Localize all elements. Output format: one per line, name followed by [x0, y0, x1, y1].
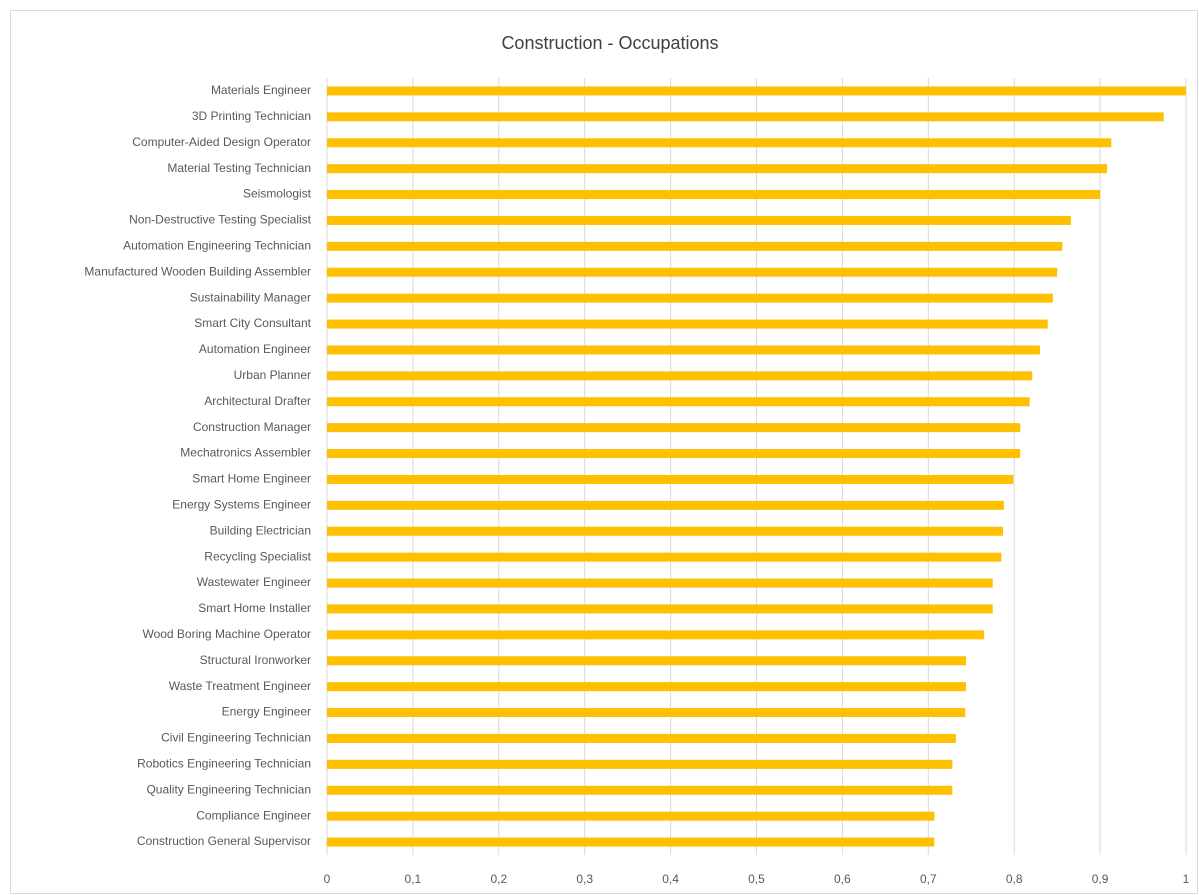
- bar: [327, 190, 1101, 200]
- x-tick-label: 0,8: [1006, 872, 1023, 886]
- y-tick-label: Energy Systems Engineer: [172, 498, 311, 512]
- y-tick-label: Automation Engineer: [199, 342, 311, 356]
- bar: [327, 552, 1002, 562]
- y-tick-label: Energy Engineer: [222, 705, 311, 719]
- x-tick-label: 0,4: [662, 872, 679, 886]
- bar: [327, 319, 1048, 329]
- y-tick-label: Smart Home Engineer: [192, 472, 311, 486]
- bar: [327, 164, 1107, 174]
- y-tick-label: Smart City Consultant: [194, 316, 311, 330]
- y-tick-label: Wood Boring Machine Operator: [142, 627, 311, 641]
- bar: [327, 267, 1058, 277]
- x-tick-label: 0,7: [920, 872, 937, 886]
- y-tick-label: Materials Engineer: [211, 83, 311, 97]
- chart-title: Construction - Occupations: [501, 33, 718, 53]
- bar: [327, 682, 967, 692]
- bar: [327, 241, 1063, 251]
- y-tick-label: Computer-Aided Design Operator: [132, 135, 311, 149]
- bar: [327, 708, 966, 718]
- y-tick-label: Sustainability Manager: [190, 290, 311, 304]
- y-tick-label: Wastewater Engineer: [197, 575, 311, 589]
- x-tick-label: 0,9: [1092, 872, 1109, 886]
- bar: [327, 811, 935, 821]
- bar: [327, 785, 953, 795]
- bar: [327, 733, 956, 743]
- bar: [327, 449, 1021, 459]
- bar: [327, 423, 1021, 433]
- y-tick-label: Automation Engineering Technician: [123, 239, 311, 253]
- bar: [327, 112, 1164, 122]
- y-tick-label: Robotics Engineering Technician: [137, 757, 311, 771]
- y-tick-label: Mechatronics Assembler: [180, 446, 311, 460]
- y-tick-label: Construction Manager: [193, 420, 311, 434]
- x-tick-label: 0,1: [405, 872, 422, 886]
- bar: [327, 397, 1030, 407]
- x-tick-label: 0,3: [576, 872, 593, 886]
- y-tick-label: Non-Destructive Testing Specialist: [129, 213, 312, 227]
- y-tick-label: Recycling Specialist: [204, 549, 311, 563]
- bar: [327, 474, 1014, 484]
- y-tick-label: Civil Engineering Technician: [161, 731, 311, 745]
- bar: [327, 293, 1053, 303]
- y-tick-label: Seismologist: [243, 187, 312, 201]
- y-tick-label: Quality Engineering Technician: [146, 782, 311, 796]
- y-tick-label: Building Electrician: [210, 523, 311, 537]
- x-tick-label: 0,2: [490, 872, 507, 886]
- y-tick-label: Waste Treatment Engineer: [169, 679, 311, 693]
- bar: [327, 215, 1071, 225]
- y-tick-label: Manufactured Wooden Building Assembler: [84, 264, 311, 278]
- bar: [327, 371, 1033, 381]
- y-tick-label: Compliance Engineer: [196, 808, 311, 822]
- x-tick-label: 1: [1183, 872, 1190, 886]
- bar: [327, 630, 985, 640]
- bar: [327, 86, 1186, 96]
- y-tick-label: 3D Printing Technician: [192, 109, 311, 123]
- y-tick-label: Construction General Supervisor: [137, 834, 311, 848]
- x-tick-label: 0,5: [748, 872, 765, 886]
- bar: [327, 604, 993, 614]
- x-tick-label: 0,6: [834, 872, 851, 886]
- bar: [327, 345, 1040, 355]
- bar: [327, 138, 1112, 148]
- y-tick-label: Structural Ironworker: [200, 653, 311, 667]
- y-tick-label: Architectural Drafter: [204, 394, 311, 408]
- bar: [327, 837, 935, 847]
- y-tick-label: Material Testing Technician: [167, 161, 311, 175]
- bar: [327, 500, 1004, 510]
- bar: [327, 578, 993, 588]
- bar: [327, 656, 967, 666]
- y-tick-label: Urban Planner: [234, 368, 311, 382]
- bar: [327, 759, 953, 769]
- bar: [327, 526, 1004, 536]
- x-tick-label: 0: [324, 872, 331, 886]
- y-tick-label: Smart Home Installer: [198, 601, 311, 615]
